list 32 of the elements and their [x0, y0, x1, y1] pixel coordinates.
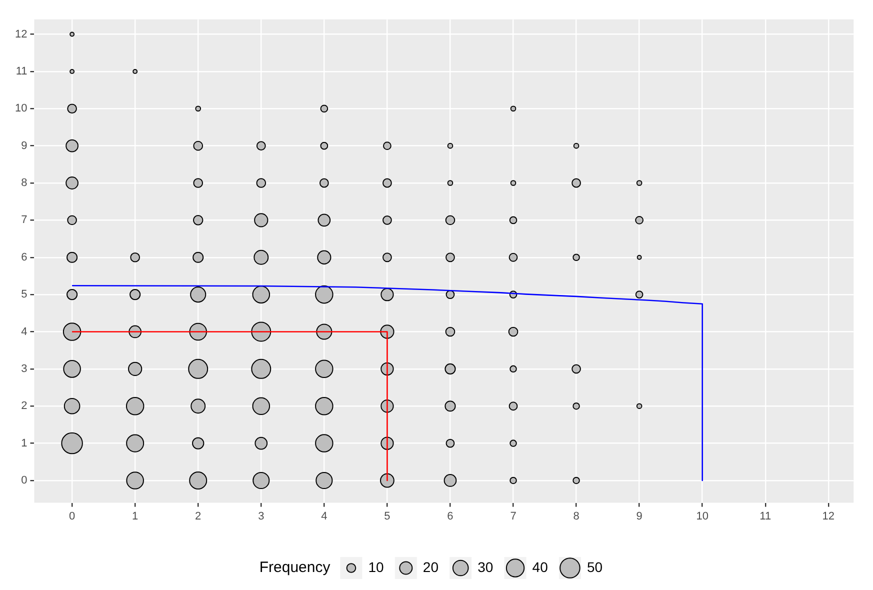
- x-tick-label: 4: [321, 510, 328, 522]
- x-tick-label: 0: [68, 510, 76, 522]
- legend-label: 20: [422, 558, 439, 575]
- y-tick-label: 8: [21, 177, 28, 190]
- y-tick-label: 11: [16, 65, 28, 78]
- x-tick-label: 6: [447, 510, 454, 522]
- x-tick-label: 12: [822, 510, 835, 522]
- x-tick-label: 11: [760, 510, 772, 522]
- x-tick-label: 10: [696, 510, 708, 522]
- x-tick-label: 9: [636, 510, 642, 522]
- y-tick-label: 0: [21, 474, 28, 487]
- x-tick-label: 7: [510, 510, 516, 522]
- y-tick-label: 5: [21, 288, 28, 301]
- y-tick-label: 6: [21, 251, 28, 264]
- legend-label: 50: [586, 558, 603, 575]
- y-tick-label: 7: [21, 214, 28, 226]
- legend-label: 40: [532, 558, 548, 575]
- x-tick-label: 3: [258, 510, 264, 522]
- y-tick-label: 12: [14, 28, 28, 40]
- y-tick-label: 3: [21, 362, 28, 375]
- y-tick-label: 1: [21, 437, 28, 450]
- y-tick-label: 10: [14, 102, 28, 115]
- y-tick-label: 2: [21, 400, 28, 412]
- legend-label: 30: [478, 558, 494, 575]
- y-tick-label: 9: [21, 140, 28, 152]
- x-tick-label: 2: [195, 510, 202, 522]
- x-tick-label: 5: [384, 510, 390, 522]
- legend-label: 10: [368, 558, 384, 575]
- y-tick-label: 4: [21, 326, 28, 338]
- x-tick-label: 8: [573, 510, 580, 522]
- legend-title: Frequency: [259, 559, 331, 576]
- x-tick-label: 1: [132, 510, 138, 522]
